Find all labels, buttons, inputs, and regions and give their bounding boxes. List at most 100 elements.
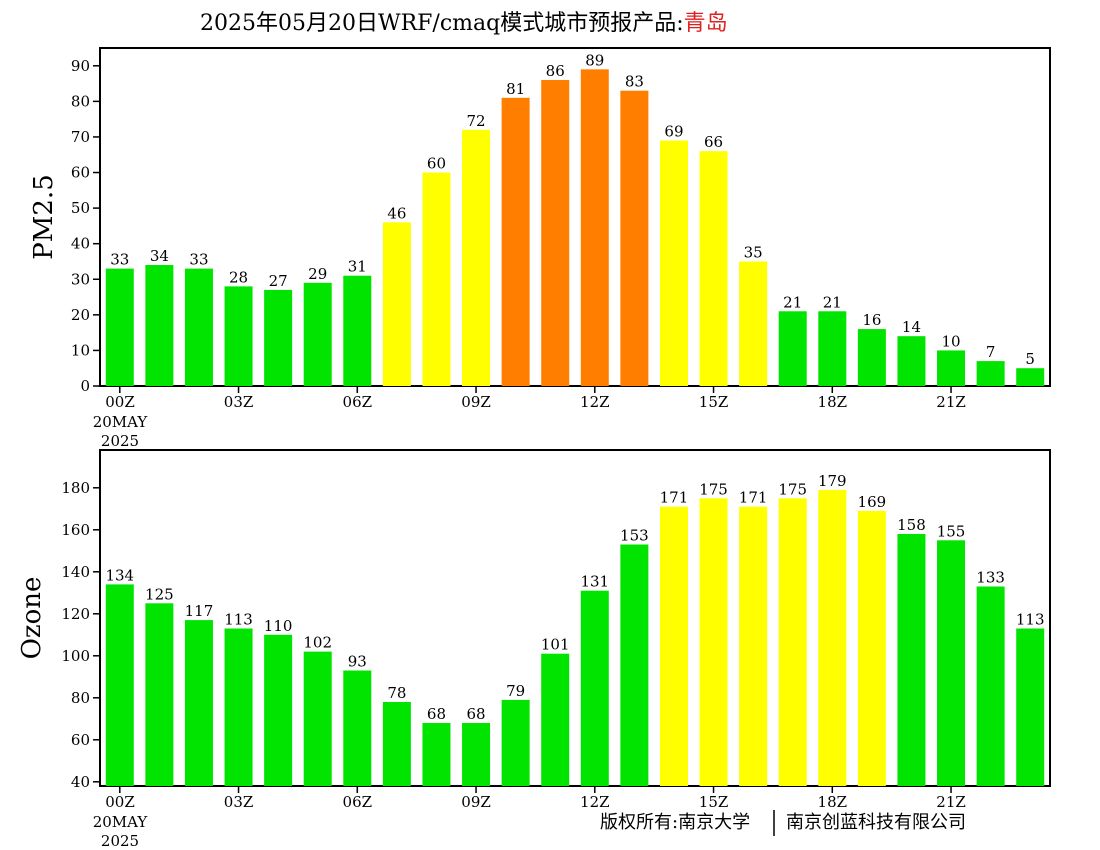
pm25-bar-h23 (1016, 368, 1045, 386)
pm25-bar-h03 (224, 286, 253, 386)
ozone-y-axis-label: Ozone (17, 577, 47, 660)
pm25-y-tick-label: 90 (71, 57, 90, 75)
pm25-bar-h19 (857, 329, 886, 386)
pm25-bar-h05 (303, 282, 332, 386)
pm25-value-label: 81 (506, 80, 525, 98)
pm25-bar-h17 (778, 311, 807, 386)
pm25-value-label: 34 (150, 247, 169, 265)
pm25-bar-h18 (818, 311, 847, 386)
ozone-y-tick-label: 120 (61, 605, 90, 623)
ozone-value-label: 117 (185, 602, 214, 620)
ozone-x-tick-label: 03Z (224, 793, 254, 811)
pm25-value-label: 83 (625, 73, 644, 91)
ozone-x-tick-label: 21Z (936, 793, 966, 811)
ozone-x-tick-label: 15Z (699, 793, 729, 811)
ozone-value-label: 175 (699, 480, 728, 498)
pm25-value-label: 35 (744, 243, 763, 261)
chart-title-city: 青岛 (684, 11, 728, 36)
ozone-bar-h00 (105, 584, 134, 786)
pm25-x-tick-label: 12Z (580, 393, 610, 411)
ozone-y-tick-label: 80 (71, 689, 90, 707)
pm25-value-label: 89 (585, 51, 604, 69)
pm25-x-tick-label: 15Z (699, 393, 729, 411)
pm25-value-label: 21 (783, 293, 802, 311)
ozone-value-label: 102 (303, 634, 332, 652)
ozone-x-tick-label: 18Z (818, 793, 848, 811)
ozone-value-label: 110 (264, 617, 293, 635)
pm25-panel: 33 34 33 28 27 29 31 46 60 72 81 86 89 83 69 66 35 21 21 16… (29, 47, 1051, 450)
ozone-bar-h19 (857, 510, 886, 786)
ozone-bar-h20 (897, 534, 926, 786)
ozone-plot-frame (99, 449, 1051, 787)
ozone-bar-h01 (145, 603, 174, 786)
ozone-y-tick-label: 40 (71, 773, 90, 791)
ozone-bar-h13 (620, 544, 649, 786)
ozone-value-label: 101 (541, 636, 570, 654)
ozone-y-tick-label: 100 (61, 647, 90, 665)
pm25-value-label: 10 (941, 332, 960, 350)
ozone-bar-h04 (264, 634, 293, 786)
ozone-y-tick-label: 140 (61, 563, 90, 581)
pm25-bar-h08 (422, 172, 451, 386)
pm25-y-axis-label: PM2.5 (29, 174, 59, 259)
pm25-value-label: 21 (823, 293, 842, 311)
ozone-bar-h23 (1016, 628, 1045, 786)
pm25-value-label: 33 (110, 251, 129, 269)
ozone-x-tick-label: 12Z (580, 793, 610, 811)
pm25-y-tick-label: 40 (71, 235, 90, 253)
pm25-value-label: 86 (546, 62, 565, 80)
ozone-panel: 134 125 117 113 110 102 93 78 68 68 79 101 131 153 171… (17, 449, 1051, 850)
pm25-bar-h04 (264, 289, 293, 386)
pm25-value-label: 31 (348, 258, 367, 276)
ozone-y-tick-label: 160 (61, 521, 90, 539)
ozone-value-label: 179 (818, 472, 847, 490)
ozone-value-label: 113 (224, 611, 253, 629)
ozone-value-label: 131 (580, 573, 609, 591)
ozone-bar-h10 (501, 699, 530, 786)
pm25-bar-h00 (105, 268, 134, 386)
chart-title-main: 2025年05月20日WRF/cmaq模式城市预报产品: (200, 11, 684, 36)
pm25-value-label: 16 (862, 311, 881, 329)
pm25-bar-h21 (937, 350, 966, 386)
pm25-bar-h22 (976, 361, 1005, 386)
ozone-bar-h09 (462, 723, 491, 786)
ozone-x-tick-label: 09Z (461, 793, 491, 811)
pm25-x-tick-label: 21Z (936, 393, 966, 411)
ozone-bar-h21 (937, 540, 966, 786)
pm25-x-tick-label: 09Z (461, 393, 491, 411)
pm25-x-tick-label: 18Z (818, 393, 848, 411)
pm25-bar-h11 (541, 80, 570, 386)
pm25-y-tick-label: 70 (71, 128, 90, 146)
pm25-bar-h15 (699, 151, 728, 386)
pm25-bar-h12 (580, 69, 609, 387)
pm25-y-tick-label: 60 (71, 164, 90, 182)
pm25-value-label: 28 (229, 268, 248, 286)
pm25-y-tick-label: 80 (71, 92, 90, 110)
pm25-bar-h20 (897, 336, 926, 386)
ozone-bar-h05 (303, 651, 332, 786)
pm25-x-tick-label: 03Z (224, 393, 254, 411)
pm25-value-label: 60 (427, 155, 446, 173)
pm25-value-label: 69 (664, 123, 683, 141)
ozone-bar-h12 (580, 590, 609, 786)
ozone-value-label: 113 (1016, 611, 1045, 629)
ozone-value-label: 169 (858, 493, 887, 511)
pm25-value-label: 7 (986, 343, 996, 361)
ozone-bar-h02 (184, 620, 213, 786)
ozone-date-line2: 2025 (101, 832, 139, 850)
pm25-value-label: 46 (387, 204, 406, 222)
ozone-value-label: 79 (506, 682, 525, 700)
pm25-x-tick-00z: 00Z (105, 393, 135, 411)
ozone-x-tick-00z: 00Z (105, 793, 135, 811)
ozone-value-label: 134 (105, 566, 134, 584)
pm25-value-label: 72 (466, 112, 485, 130)
ozone-value-label: 125 (145, 585, 174, 603)
pm25-value-label: 27 (269, 272, 288, 290)
pm25-bar-h07 (382, 222, 411, 386)
ozone-value-label: 153 (620, 527, 649, 545)
ozone-bar-h14 (659, 506, 688, 786)
ozone-value-label: 158 (897, 516, 926, 534)
pm25-bar-h09 (462, 129, 491, 386)
pm25-y-tick-label: 0 (80, 377, 90, 395)
